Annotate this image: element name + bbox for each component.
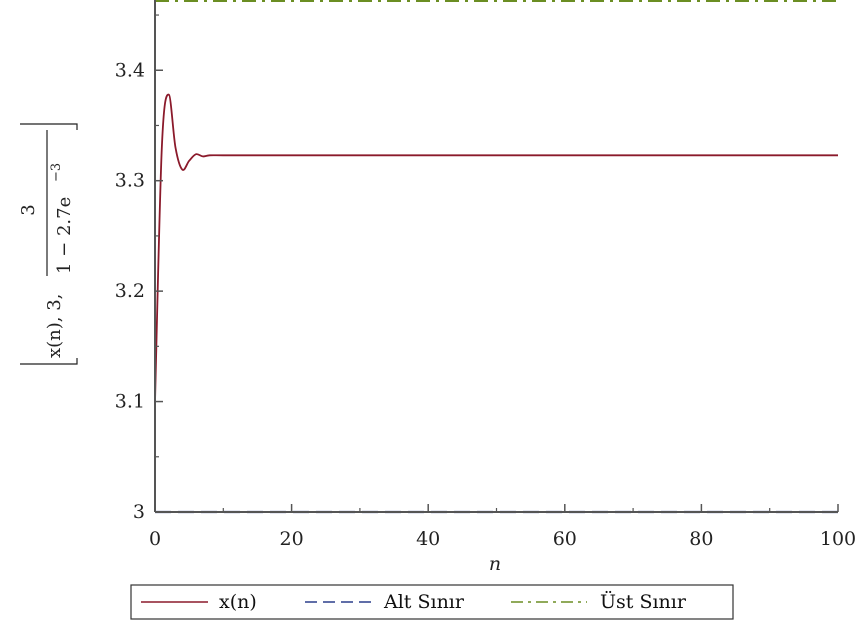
legend: x(n) Alt Sınır Üst Sınır <box>130 584 734 620</box>
x-tick-label-5: 100 <box>820 528 856 550</box>
y-label-fraction-exponent: −3 <box>49 163 64 182</box>
x-tick-label-3: 60 <box>553 528 577 550</box>
y-label-fraction-denominator: 1 − 2.7e <box>54 197 75 274</box>
y-tick-label-2: 3.3 <box>115 170 145 192</box>
y-label-left-bracket <box>20 358 78 365</box>
y-tick-label-1: 3.2 <box>115 280 145 302</box>
series-line-0 <box>154 93 838 402</box>
legend-label-ust: Üst Sınır <box>600 590 687 613</box>
x-tick-label-4: 80 <box>689 528 713 550</box>
axes: 0 20 40 60 80 100 3.1 3.2 3.3 3.4 3 <box>115 0 856 550</box>
y-tick-label-0: 3.1 <box>115 391 145 413</box>
x-tick-label-0: 0 <box>149 528 161 550</box>
x-tick-label-1: 20 <box>280 528 304 550</box>
x-tick-label-2: 40 <box>416 528 440 550</box>
legend-label-x: x(n) <box>219 591 257 613</box>
x-axis-label: n <box>489 553 501 575</box>
legend-box <box>130 584 734 620</box>
y-label-right-bracket <box>20 123 78 130</box>
y-axis-label: x(n), 3, 3 1 − 2.7e −3 <box>18 123 78 365</box>
y-tick-label-3: 3.4 <box>115 59 145 81</box>
legend-label-alt: Alt Sınır <box>383 591 465 613</box>
y-origin-label: 3 <box>133 501 145 523</box>
y-label-bracket-text: x(n), 3, <box>44 294 65 358</box>
plot-area <box>154 0 838 514</box>
y-label-fraction-numerator: 3 <box>18 204 39 215</box>
